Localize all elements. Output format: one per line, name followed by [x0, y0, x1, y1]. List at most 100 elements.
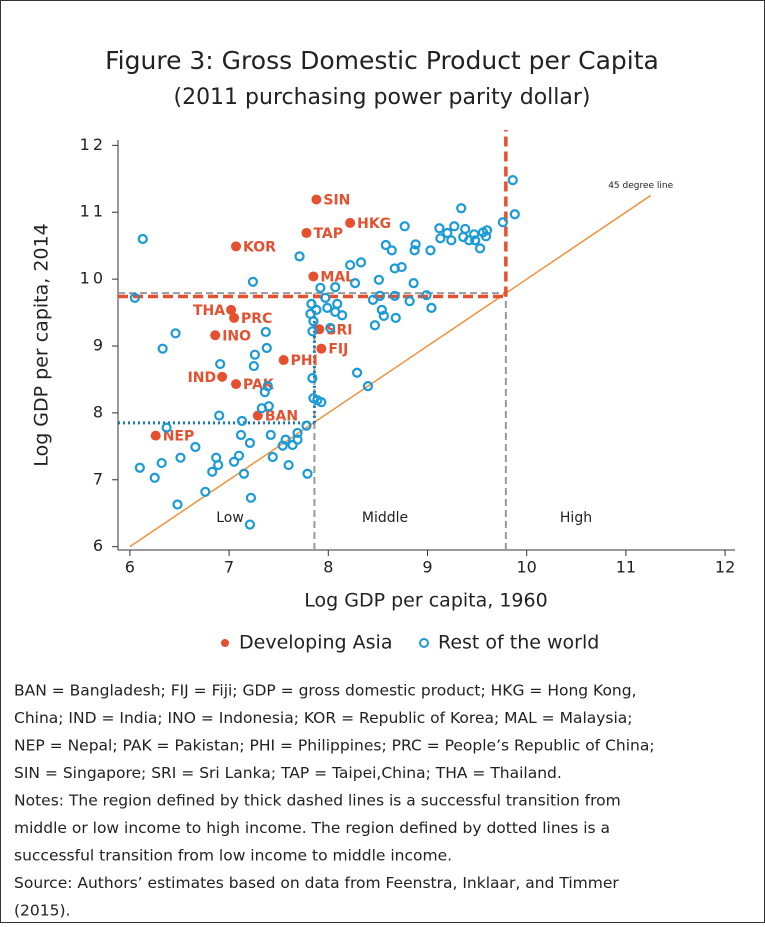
point	[480, 231, 492, 242]
point	[410, 239, 421, 250]
y-tick-label: 12	[80, 135, 106, 154]
point	[315, 282, 326, 293]
point	[249, 349, 260, 360]
x-tick-label: 6	[125, 558, 135, 577]
point	[280, 434, 291, 445]
point	[149, 472, 160, 483]
x-tick-label: 9	[422, 558, 432, 577]
point	[349, 278, 361, 289]
legend-label: Developing Asia	[239, 632, 392, 654]
point	[320, 292, 331, 303]
point	[355, 257, 367, 268]
point	[226, 304, 237, 315]
point	[278, 355, 289, 366]
point-label: NEP	[163, 429, 195, 445]
point	[330, 282, 341, 293]
point	[229, 312, 240, 323]
diagonal	[129, 194, 652, 548]
point	[325, 322, 336, 334]
point-label: TAP	[313, 226, 343, 242]
point	[404, 296, 415, 307]
point-label: PAK	[243, 377, 275, 393]
point	[481, 225, 493, 236]
point	[332, 298, 343, 309]
point	[247, 276, 259, 287]
point	[156, 457, 167, 469]
point	[235, 429, 247, 441]
point	[301, 227, 312, 238]
chart-subtitle: (2011 purchasing power parity dollar)	[173, 85, 590, 110]
point	[470, 235, 481, 246]
y-tick-label: 8	[93, 402, 106, 421]
point	[231, 241, 242, 252]
note-line: middle or low income to high income. The…	[14, 819, 610, 837]
point	[421, 290, 432, 301]
point	[408, 278, 419, 289]
point	[259, 387, 270, 398]
chart-title: Figure 3: Gross Domestic Product per Cap…	[105, 46, 659, 75]
y-tick-label: 10	[80, 269, 106, 288]
legend-marker	[419, 638, 429, 648]
point	[464, 235, 475, 246]
point	[294, 251, 305, 262]
point	[322, 302, 333, 313]
point	[287, 439, 298, 451]
point-label: SIN	[323, 193, 350, 209]
point	[244, 437, 256, 449]
point	[207, 466, 218, 477]
point	[456, 203, 467, 214]
point	[263, 401, 274, 412]
point	[378, 310, 389, 322]
point	[446, 235, 457, 246]
point	[170, 328, 181, 339]
point	[134, 462, 145, 473]
point	[214, 410, 225, 421]
point	[129, 292, 140, 303]
point	[200, 486, 211, 497]
point	[311, 194, 322, 205]
point	[509, 209, 520, 220]
point	[210, 330, 221, 341]
note-line: successful transition from low income to…	[14, 847, 452, 865]
x-tick-label: 11	[616, 558, 636, 577]
point	[337, 310, 348, 321]
point-label: PRC	[241, 311, 272, 327]
note-line: Notes: The region defined by thick dashe…	[14, 792, 621, 810]
point	[283, 459, 294, 471]
point-label: FIJ	[328, 342, 348, 358]
point	[190, 441, 201, 453]
point	[308, 271, 319, 282]
region-label: Middle	[362, 510, 408, 526]
region-label: Low	[216, 510, 244, 526]
point	[474, 243, 486, 254]
point	[369, 320, 381, 331]
point	[217, 371, 228, 382]
point	[260, 326, 271, 338]
point	[172, 499, 183, 510]
x-tick-label: 7	[224, 558, 234, 577]
point	[389, 290, 400, 301]
point	[426, 302, 437, 313]
point-label: KOR	[243, 239, 276, 255]
point	[362, 381, 374, 392]
point	[175, 452, 186, 463]
point	[307, 326, 318, 337]
point	[236, 415, 248, 427]
point	[245, 492, 257, 503]
point	[306, 298, 317, 309]
point-label: PHI	[291, 353, 318, 369]
point	[307, 373, 318, 384]
point	[213, 459, 224, 471]
point	[316, 343, 327, 354]
legend-marker	[221, 639, 229, 647]
point	[390, 312, 401, 324]
y-tick-label: 11	[80, 202, 106, 221]
point	[137, 233, 148, 245]
point	[425, 245, 436, 256]
point	[308, 316, 319, 327]
point	[238, 468, 250, 479]
point	[233, 450, 245, 461]
point	[150, 430, 161, 441]
point	[265, 429, 276, 441]
x-tick-label: 12	[715, 558, 735, 577]
